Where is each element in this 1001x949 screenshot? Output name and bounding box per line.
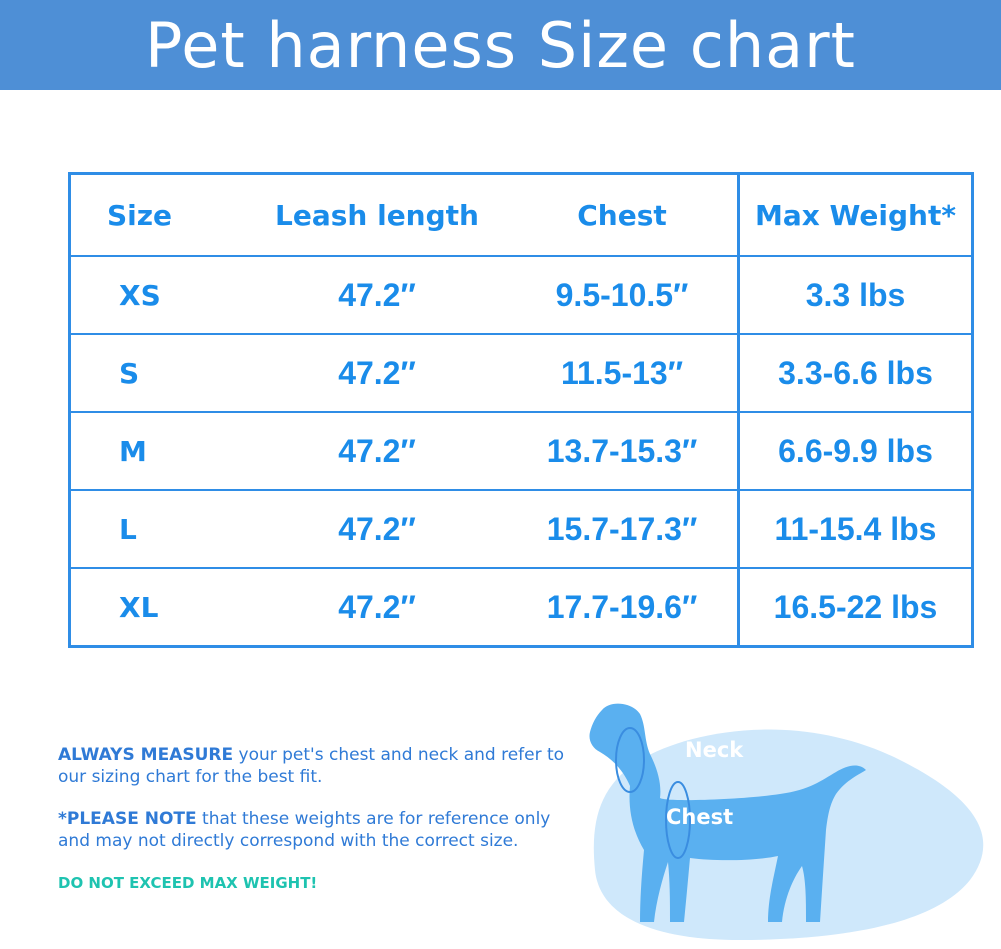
size-chart-table: Size Leash length Chest Max Weight* XS 4… (68, 172, 974, 648)
neck-label: Neck (685, 738, 744, 762)
weight-disclaimer: *PLEASE NOTE that these weights are for … (58, 808, 578, 852)
cell-leash: 47.2″ (247, 411, 507, 491)
neck-measure-line (615, 727, 645, 793)
measure-note-bold: ALWAYS MEASURE (58, 745, 234, 765)
cell-weight: 6.6-9.9 lbs (737, 411, 973, 491)
cell-weight: 3.3 lbs (737, 255, 973, 335)
cell-leash: 47.2″ (247, 255, 507, 335)
cell-weight: 3.3-6.6 lbs (737, 333, 973, 413)
header-chest: Chest (507, 172, 739, 257)
header-max-weight: Max Weight* (737, 172, 973, 257)
table-header-row: Size Leash length Chest Max Weight* (69, 172, 973, 257)
page-title: Pet harness Size chart (145, 9, 856, 82)
cell-chest: 13.7-15.3″ (507, 411, 739, 491)
table-row: XL 47.2″ 17.7-19.6″ 16.5-22 lbs (69, 567, 973, 648)
cell-weight: 16.5-22 lbs (737, 567, 973, 648)
header-size: Size (69, 172, 247, 257)
cell-size: XS (69, 255, 247, 335)
cell-size: L (69, 489, 247, 569)
table-row: XS 47.2″ 9.5-10.5″ 3.3 lbs (69, 255, 973, 335)
dog-illustration: Neck Chest (570, 690, 1001, 944)
cell-size: S (69, 333, 247, 413)
measurement-notes: ALWAYS MEASURE your pet's chest and neck… (58, 744, 578, 914)
cell-chest: 11.5-13″ (507, 333, 739, 413)
weight-disclaimer-text: that these weights are for reference onl… (58, 809, 551, 851)
cell-size: M (69, 411, 247, 491)
cell-leash: 47.2″ (247, 567, 507, 648)
measure-note: ALWAYS MEASURE your pet's chest and neck… (58, 744, 578, 788)
chest-measure-line (665, 781, 691, 859)
header-banner: Pet harness Size chart (0, 0, 1001, 90)
cell-chest: 17.7-19.6″ (507, 567, 739, 648)
header-leash-length: Leash length (247, 172, 507, 257)
weight-disclaimer-bold: *PLEASE NOTE (58, 809, 197, 829)
cell-leash: 47.2″ (247, 489, 507, 569)
chest-label: Chest (666, 805, 734, 829)
cell-leash: 47.2″ (247, 333, 507, 413)
dog-measurement-icon (589, 703, 984, 940)
measure-note-text: your pet's chest and neck and refer to o… (58, 745, 565, 787)
cell-size: XL (69, 567, 247, 648)
cell-weight: 11-15.4 lbs (737, 489, 973, 569)
table-row: M 47.2″ 13.7-15.3″ 6.6-9.9 lbs (69, 411, 973, 491)
max-weight-warning: DO NOT EXCEED MAX WEIGHT! (58, 874, 318, 892)
table-row: L 47.2″ 15.7-17.3″ 11-15.4 lbs (69, 489, 973, 569)
cell-chest: 9.5-10.5″ (507, 255, 739, 335)
table-row: S 47.2″ 11.5-13″ 3.3-6.6 lbs (69, 333, 973, 413)
cell-chest: 15.7-17.3″ (507, 489, 739, 569)
dog-silhouette (589, 703, 866, 922)
